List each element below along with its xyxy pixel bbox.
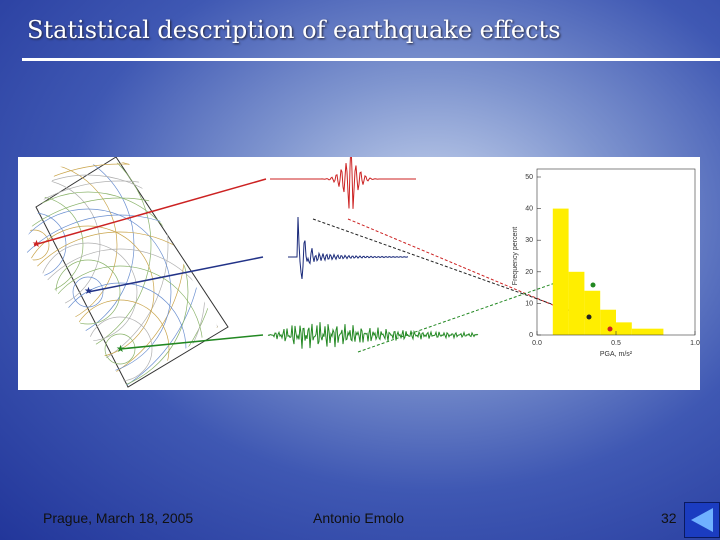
isochrone [23, 214, 218, 387]
isochrone [72, 276, 104, 308]
slide-title: Statistical description of earthquake ef… [27, 16, 561, 44]
isochrone [23, 248, 218, 387]
bar [584, 290, 601, 335]
y-axis-label: Frequency percent [512, 227, 519, 285]
histogram: 0 10 20 30 40 50 0.0 0.5 1.0 PGA, m/s² Frequency p… [512, 168, 700, 358]
footer-author: Antonio Emolo [313, 510, 405, 526]
station-dot [590, 282, 596, 288]
isochrone [23, 229, 50, 261]
seismogram [288, 216, 409, 279]
isochrone [23, 231, 218, 387]
station-dot [586, 314, 592, 320]
y-tick-label: 50 [525, 174, 533, 181]
bar [631, 328, 664, 335]
figure: ★ ★ ★ 0 10 20 30 40 50 0.0 0.5 1.0 PGA, m/s² Frequ… [18, 157, 700, 390]
y-tick-label: 0 [529, 332, 533, 339]
title-rule [22, 58, 720, 61]
bar [600, 309, 616, 335]
isochrone [104, 333, 136, 365]
station-dot [607, 326, 613, 332]
fault-map: ★ ★ ★ [23, 157, 267, 388]
x-axis-label: PGA, m/s² [600, 351, 633, 358]
y-tick-label: 20 [525, 269, 533, 276]
y-tick-label: 30 [525, 237, 533, 244]
bar [552, 208, 569, 335]
y-tick-label: 40 [525, 206, 533, 213]
x-tick-label: 0.5 [611, 340, 621, 347]
x-tick-label: 0.0 [532, 340, 542, 347]
footer-date: Prague, March 18, 2005 [43, 510, 194, 526]
svg-text:★: ★ [32, 239, 41, 250]
svg-text:★: ★ [116, 344, 125, 355]
seismogram [270, 157, 416, 209]
isochrone [23, 180, 218, 387]
bar [616, 322, 632, 335]
nav-button[interactable] [684, 502, 720, 538]
svg-text:★: ★ [84, 286, 93, 297]
x-tick-label: 1.0 [690, 340, 700, 347]
seismogram [267, 322, 479, 349]
isochrone [23, 197, 218, 387]
isochrone [23, 191, 189, 387]
bar [568, 271, 585, 335]
isochrone [23, 163, 218, 387]
y-tick-label: 10 [525, 300, 533, 307]
page-number: 32 [661, 510, 677, 526]
